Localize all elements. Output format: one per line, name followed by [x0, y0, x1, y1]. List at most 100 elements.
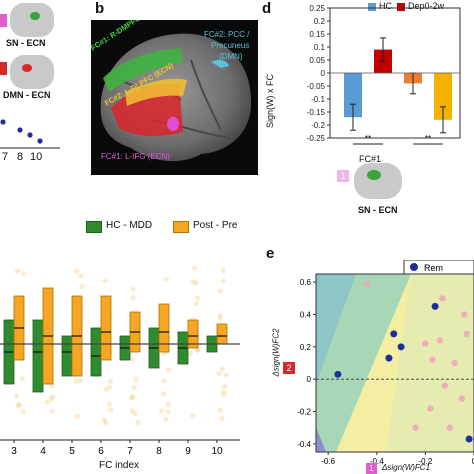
data-point [451, 359, 458, 367]
panel-e-badge-x: 1 [366, 463, 377, 474]
sample-dot [163, 276, 169, 282]
sample-dot [219, 415, 225, 421]
x-tick-label: 8 [156, 446, 162, 457]
sample-dot [79, 284, 85, 290]
legend-hc-label: HC [379, 1, 392, 11]
data-point [27, 132, 33, 138]
sn-region [103, 48, 183, 92]
sample-dot [133, 376, 139, 382]
sample-dot [130, 356, 136, 362]
data-point [463, 330, 470, 338]
sample-dot [160, 391, 166, 397]
sample-dot [103, 387, 109, 393]
sample-dot [50, 394, 56, 400]
y-tick-label: 0.05 [309, 56, 325, 65]
sample-dot [44, 399, 50, 405]
y-tick-label: -0.05 [307, 82, 326, 91]
x-tick-label: 3 [11, 446, 17, 457]
scatter-e: 0.6 0.4 0.2 0 -0.2 -0.4 -0.6 -0.4 -0.2 0 Rem [297, 260, 474, 466]
box [158, 303, 170, 353]
legend-box [403, 260, 474, 275]
data-point [363, 280, 371, 287]
sig-label: ** [425, 134, 431, 143]
data-point [439, 295, 446, 302]
data-point [431, 302, 439, 310]
bar [434, 73, 452, 120]
x-tick-label: 4 [40, 446, 46, 457]
plot-frame [315, 273, 474, 453]
y-tick-label: 0.2 [300, 343, 312, 352]
data-point [441, 382, 449, 389]
y-tick-label: 0 [321, 69, 326, 78]
sample-dot [191, 265, 197, 271]
y-tick-label: 0.15 [309, 30, 325, 39]
legend-marker [410, 263, 418, 271]
data-point [422, 340, 429, 347]
sample-dot [193, 280, 199, 286]
sample-dot [165, 367, 171, 373]
data-point [334, 370, 342, 378]
region-band [316, 427, 326, 452]
data-point [412, 424, 419, 431]
panel-e-ylabel: Δsign(W)FC2 [271, 328, 281, 377]
sample-dot [161, 351, 167, 357]
sample-dot [216, 371, 222, 377]
legend-hcmdd-label: HC - MDD [106, 220, 153, 231]
region-band [386, 274, 474, 452]
panel-b-letter: b [95, 0, 105, 17]
ifg-region [167, 117, 179, 131]
sample-dot [48, 396, 54, 402]
box [100, 295, 112, 361]
legend-hcmdd-swatch [86, 221, 102, 233]
sample-dot [20, 408, 26, 414]
panel-b-image: FC#1: R-DMPFC/SMA (SN) FC#2: L-DLPFC (EC… [91, 20, 258, 175]
sample-dot [165, 409, 171, 415]
region-band [316, 274, 356, 384]
sample-dot [130, 286, 136, 292]
sample-dot [17, 402, 23, 408]
sulcus [190, 59, 222, 131]
sample-dot [165, 402, 171, 408]
x-tick-label: 7 [127, 446, 133, 457]
sample-dot [49, 408, 55, 414]
brain-thumb-1-spot [30, 12, 40, 20]
sample-dot [102, 278, 108, 284]
sample-dot [78, 273, 84, 279]
sample-dot [217, 288, 223, 294]
legend-postpre-swatch [173, 221, 189, 233]
panel-a-plot [0, 119, 60, 149]
sample-dot [129, 395, 135, 401]
legend-label: Rem [424, 263, 443, 273]
sample-dot [107, 384, 113, 390]
data-point [446, 424, 453, 431]
sample-dot [101, 417, 107, 423]
panel-d-ylabel: Sign(W) x FC [265, 74, 275, 128]
sample-dot [103, 420, 109, 426]
dmn-ecn-label: DMN - ECN [3, 90, 51, 100]
panel-e-badge-y: 2 [283, 362, 295, 374]
sample-dot [73, 379, 79, 385]
y-tick-label: 0.25 [309, 4, 325, 13]
sample-dot [222, 384, 228, 390]
sample-dot [108, 407, 114, 413]
sample-dot [13, 393, 19, 399]
data-point [427, 405, 434, 412]
fc2-pcc-label-1: FC#2: PCC / [204, 30, 250, 39]
fc2-pcc-label-2: Precuneus [211, 41, 250, 50]
sample-dot [129, 408, 135, 414]
legend-dep-swatch [397, 3, 405, 11]
sample-dot [161, 378, 167, 384]
sample-dot [15, 403, 21, 409]
box [216, 323, 228, 345]
box-plot-c: 3 4 5 6 7 8 9 10 [0, 265, 240, 457]
badge-red [0, 62, 7, 75]
sample-dot [221, 392, 227, 398]
sample-dot [163, 416, 169, 422]
box [187, 319, 199, 349]
tick-7: 7 [2, 151, 9, 163]
sample-dot [132, 411, 138, 417]
sample-dot [159, 408, 165, 414]
fc1-brain-spot [367, 170, 381, 180]
fc1-badge: 1 [337, 170, 349, 182]
y-tick-label: 0.4 [300, 310, 312, 319]
